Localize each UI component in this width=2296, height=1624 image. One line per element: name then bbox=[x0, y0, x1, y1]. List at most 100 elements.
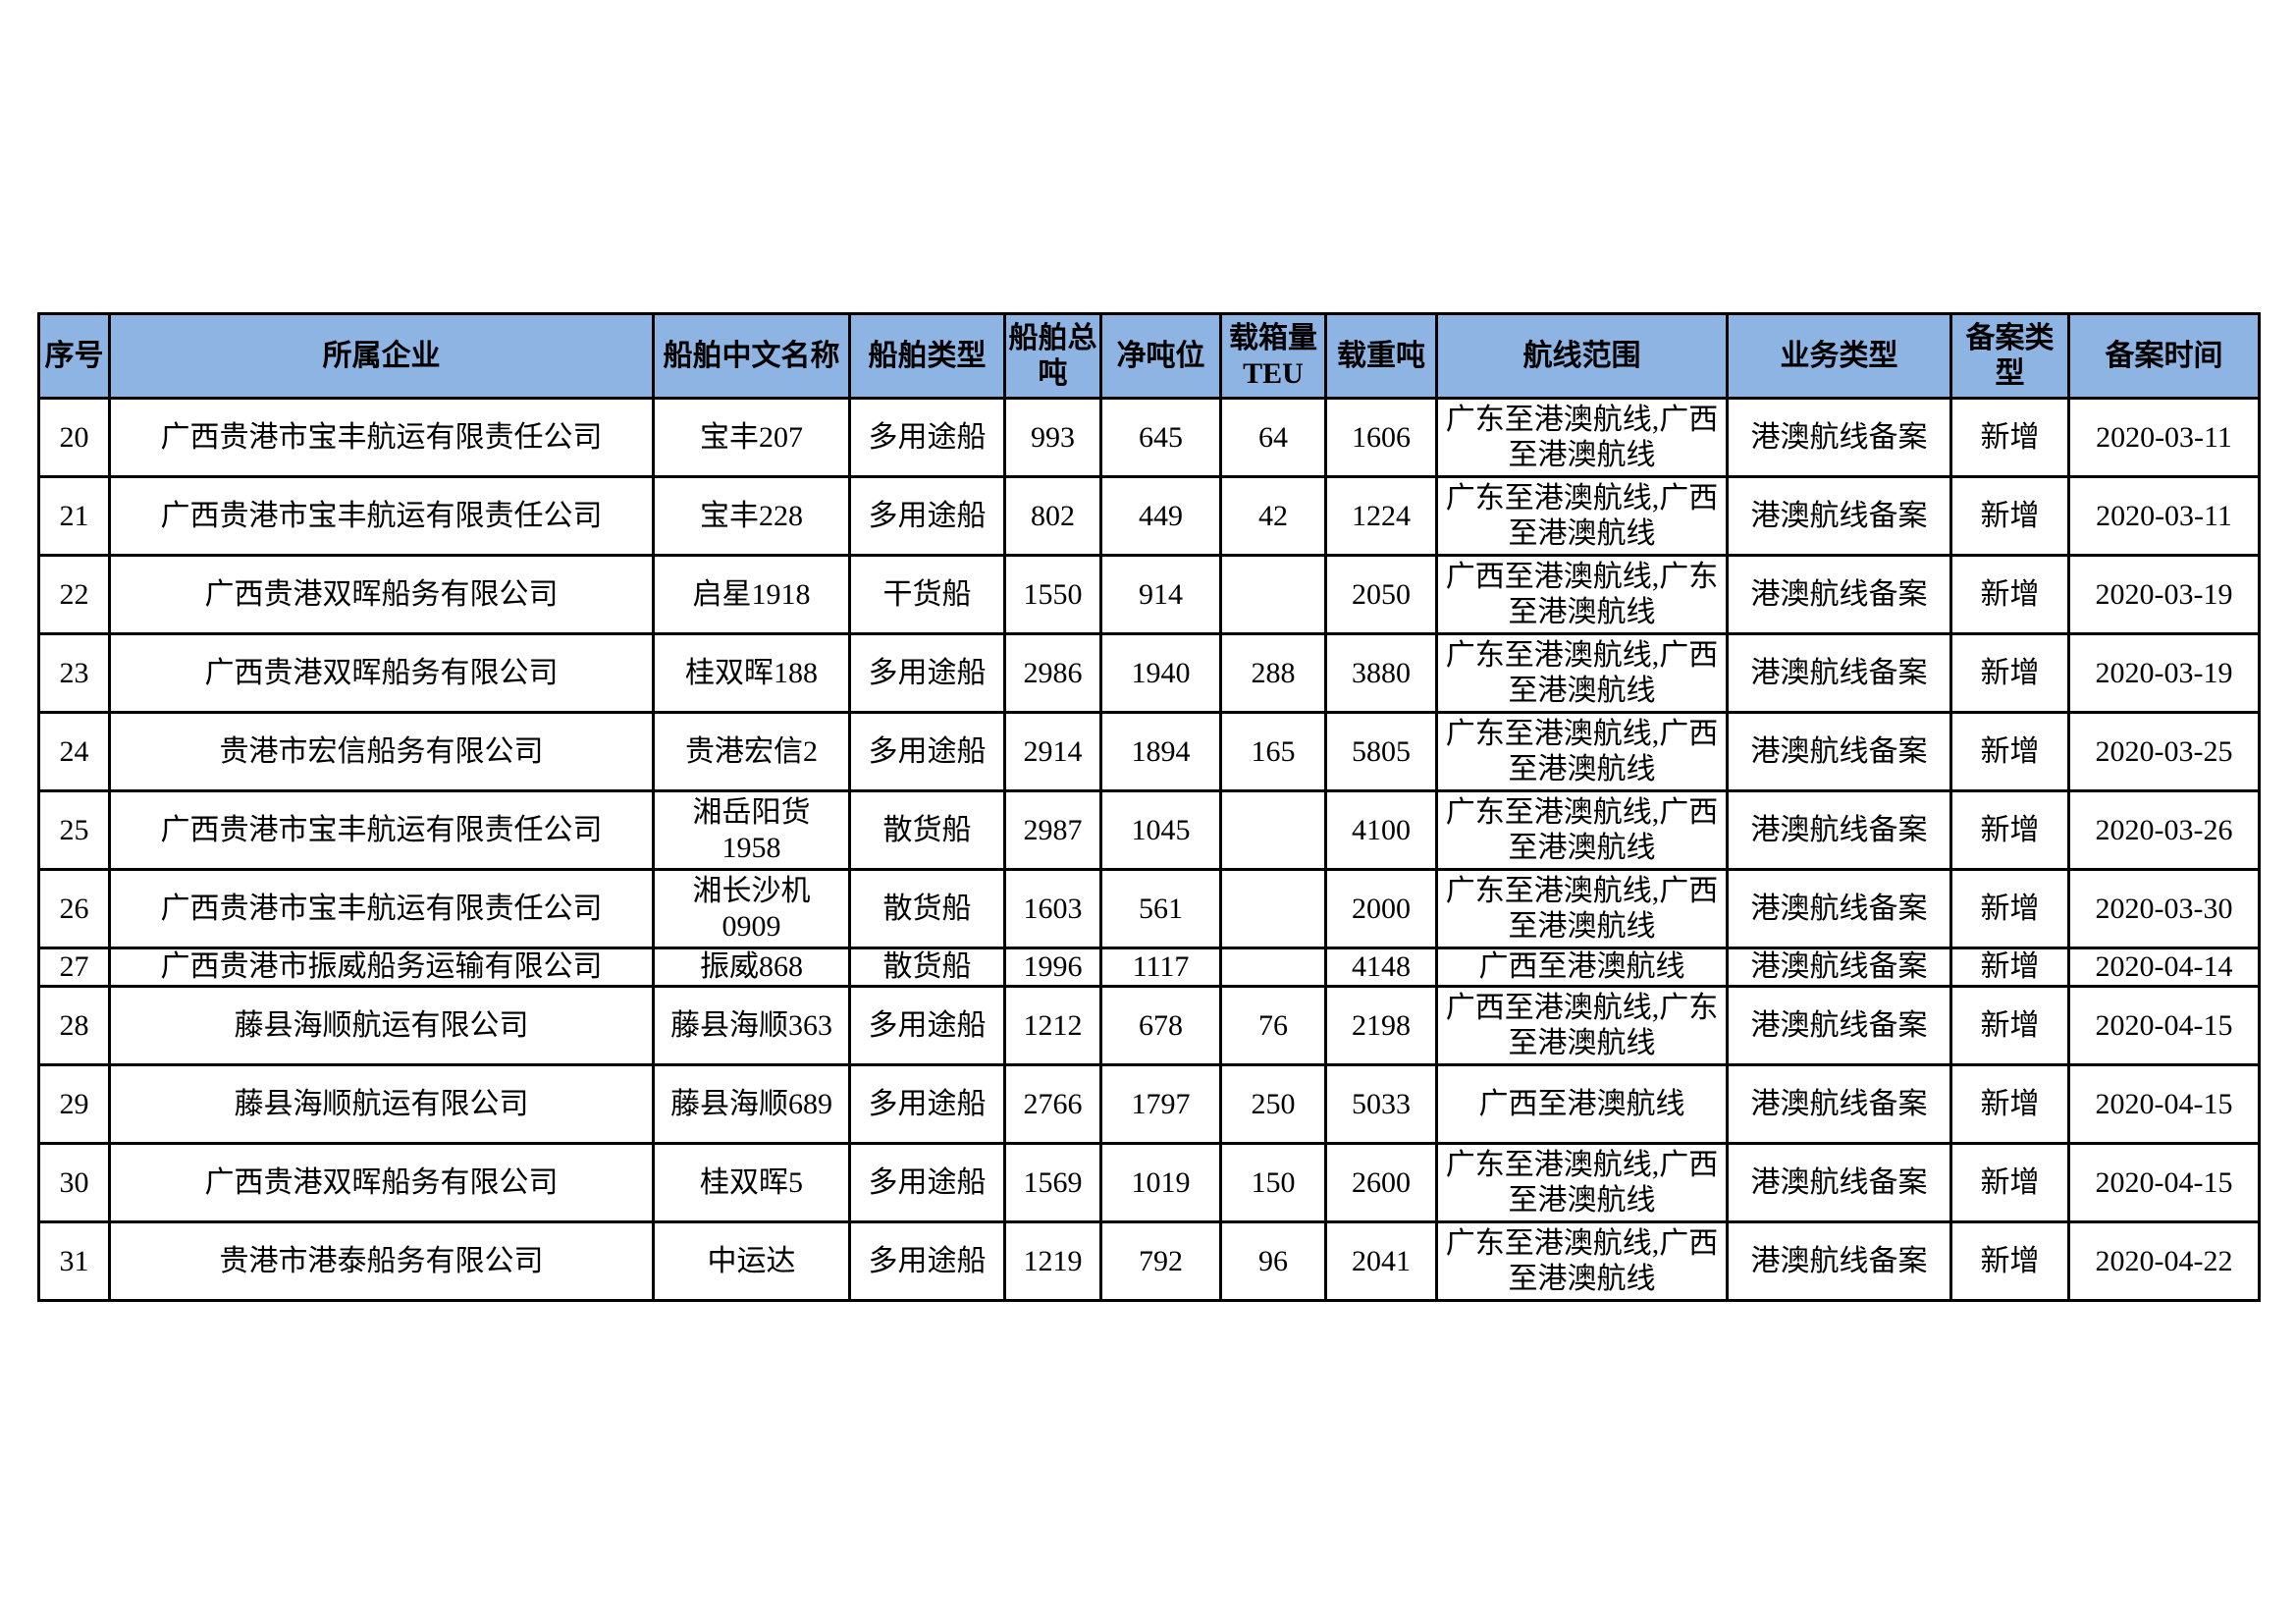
cell-ship_type: 散货船 bbox=[848, 947, 1006, 988]
cell-ship_type: 多用途船 bbox=[848, 632, 1006, 714]
cell-record_date: 2020-04-14 bbox=[2067, 947, 2261, 988]
cell-ship_name: 宝丰207 bbox=[652, 397, 851, 478]
cell-ship_name: 湘长沙机0909 bbox=[652, 868, 851, 949]
cell-record_date: 2020-03-11 bbox=[2067, 475, 2261, 557]
cell-route: 广东至港澳航线,广西至港澳航线 bbox=[1435, 475, 1729, 557]
cell-seq: 24 bbox=[37, 711, 111, 792]
cell-record_type: 新增 bbox=[1949, 868, 2070, 949]
cell-company: 广西贵港双晖船务有限公司 bbox=[108, 632, 655, 714]
cell-net_tonnage: 1797 bbox=[1099, 1063, 1222, 1145]
cell-ship_type: 多用途船 bbox=[848, 1063, 1006, 1145]
cell-deadweight: 5805 bbox=[1324, 711, 1438, 792]
cell-business_type: 港澳航线备案 bbox=[1726, 789, 1952, 871]
cell-teu: 64 bbox=[1219, 397, 1327, 478]
cell-net_tonnage: 1045 bbox=[1099, 789, 1222, 871]
cell-record_date: 2020-03-25 bbox=[2067, 711, 2261, 792]
table-row: 22 广西贵港双晖船务有限公司 启星1918 干货船 1550 914 2050 广西至港澳航… bbox=[37, 554, 2261, 635]
cell-seq: 25 bbox=[37, 789, 111, 871]
cell-route: 广东至港澳航线,广西至港澳航线 bbox=[1435, 1220, 1729, 1302]
table-row: 20 广西贵港市宝丰航运有限责任公司 宝丰207 多用途船 993 645 64 1606 广东… bbox=[37, 397, 2261, 478]
cell-business_type: 港澳航线备案 bbox=[1726, 397, 1952, 478]
cell-deadweight: 3880 bbox=[1324, 632, 1438, 714]
cell-record_type: 新增 bbox=[1949, 1220, 2070, 1302]
cell-gross_tonnage: 2766 bbox=[1003, 1063, 1102, 1145]
cell-record_type: 新增 bbox=[1949, 632, 2070, 714]
cell-ship_name: 藤县海顺363 bbox=[652, 985, 851, 1066]
cell-company: 广西贵港市宝丰航运有限责任公司 bbox=[108, 475, 655, 557]
cell-deadweight: 1224 bbox=[1324, 475, 1438, 557]
cell-ship_name: 桂双晖188 bbox=[652, 632, 851, 714]
cell-deadweight: 4148 bbox=[1324, 947, 1438, 988]
cell-record_date: 2020-03-11 bbox=[2067, 397, 2261, 478]
cell-ship_name: 贵港宏信2 bbox=[652, 711, 851, 792]
cell-net_tonnage: 1117 bbox=[1099, 947, 1222, 988]
cell-business_type: 港澳航线备案 bbox=[1726, 554, 1952, 635]
cell-business_type: 港澳航线备案 bbox=[1726, 475, 1952, 557]
cell-record_date: 2020-04-15 bbox=[2067, 985, 2261, 1066]
table-row: 24 贵港市宏信船务有限公司 贵港宏信2 多用途船 2914 1894 165 5805 广东至… bbox=[37, 711, 2261, 792]
header-row: 序号 所属企业 船舶中文名称 船舶类型 船舶总吨 净吨位 载箱量TEU 载重吨 航线范围 业务类型… bbox=[37, 312, 2261, 400]
cell-gross_tonnage: 2914 bbox=[1003, 711, 1102, 792]
cell-record_type: 新增 bbox=[1949, 947, 2070, 988]
column-header-record_date: 备案时间 bbox=[2067, 312, 2261, 400]
cell-company: 广西贵港双晖船务有限公司 bbox=[108, 1142, 655, 1223]
cell-ship_name: 中运达 bbox=[652, 1220, 851, 1302]
cell-route: 广东至港澳航线,广西至港澳航线 bbox=[1435, 868, 1729, 949]
cell-net_tonnage: 1894 bbox=[1099, 711, 1222, 792]
cell-gross_tonnage: 2986 bbox=[1003, 632, 1102, 714]
cell-seq: 28 bbox=[37, 985, 111, 1066]
cell-ship_name: 藤县海顺689 bbox=[652, 1063, 851, 1145]
cell-record_type: 新增 bbox=[1949, 554, 2070, 635]
column-header-record_type: 备案类型 bbox=[1949, 312, 2070, 400]
cell-teu: 76 bbox=[1219, 985, 1327, 1066]
column-header-gross_tonnage: 船舶总吨 bbox=[1003, 312, 1102, 400]
cell-net_tonnage: 1940 bbox=[1099, 632, 1222, 714]
column-header-teu: 载箱量TEU bbox=[1219, 312, 1327, 400]
cell-ship_type: 多用途船 bbox=[848, 475, 1006, 557]
cell-route: 广东至港澳航线,广西至港澳航线 bbox=[1435, 397, 1729, 478]
cell-gross_tonnage: 1212 bbox=[1003, 985, 1102, 1066]
cell-gross_tonnage: 1569 bbox=[1003, 1142, 1102, 1223]
column-header-deadweight: 载重吨 bbox=[1324, 312, 1438, 400]
cell-ship_type: 散货船 bbox=[848, 789, 1006, 871]
table-row: 27 广西贵港市振威船务运输有限公司 振威868 散货船 1996 1117 4148 广西至… bbox=[37, 947, 2261, 988]
cell-record_date: 2020-03-19 bbox=[2067, 554, 2261, 635]
table-row: 29 藤县海顺航运有限公司 藤县海顺689 多用途船 2766 1797 250 5033 广西… bbox=[37, 1063, 2261, 1145]
cell-gross_tonnage: 993 bbox=[1003, 397, 1102, 478]
cell-seq: 31 bbox=[37, 1220, 111, 1302]
table-row: 31 贵港市港泰船务有限公司 中运达 多用途船 1219 792 96 2041 广东至港澳航线… bbox=[37, 1220, 2261, 1302]
cell-teu: 96 bbox=[1219, 1220, 1327, 1302]
cell-deadweight: 4100 bbox=[1324, 789, 1438, 871]
cell-ship_type: 多用途船 bbox=[848, 397, 1006, 478]
cell-net_tonnage: 561 bbox=[1099, 868, 1222, 949]
cell-company: 广西贵港市宝丰航运有限责任公司 bbox=[108, 397, 655, 478]
column-header-seq: 序号 bbox=[37, 312, 111, 400]
cell-route: 广东至港澳航线,广西至港澳航线 bbox=[1435, 711, 1729, 792]
cell-gross_tonnage: 802 bbox=[1003, 475, 1102, 557]
cell-business_type: 港澳航线备案 bbox=[1726, 947, 1952, 988]
column-header-company: 所属企业 bbox=[108, 312, 655, 400]
cell-record_type: 新增 bbox=[1949, 1142, 2070, 1223]
cell-business_type: 港澳航线备案 bbox=[1726, 632, 1952, 714]
cell-ship_name: 振威868 bbox=[652, 947, 851, 988]
cell-record_date: 2020-04-22 bbox=[2067, 1220, 2261, 1302]
table-row: 25 广西贵港市宝丰航运有限责任公司 湘岳阳货1958 散货船 2987 1045 4100… bbox=[37, 789, 2261, 871]
cell-seq: 27 bbox=[37, 947, 111, 988]
cell-route: 广西至港澳航线 bbox=[1435, 947, 1729, 988]
cell-ship_type: 多用途船 bbox=[848, 985, 1006, 1066]
cell-deadweight: 2000 bbox=[1324, 868, 1438, 949]
cell-gross_tonnage: 2987 bbox=[1003, 789, 1102, 871]
cell-deadweight: 2198 bbox=[1324, 985, 1438, 1066]
cell-deadweight: 2050 bbox=[1324, 554, 1438, 635]
cell-net_tonnage: 645 bbox=[1099, 397, 1222, 478]
cell-teu: 150 bbox=[1219, 1142, 1327, 1223]
cell-record_date: 2020-03-30 bbox=[2067, 868, 2261, 949]
cell-net_tonnage: 1019 bbox=[1099, 1142, 1222, 1223]
cell-business_type: 港澳航线备案 bbox=[1726, 711, 1952, 792]
cell-record_date: 2020-04-15 bbox=[2067, 1063, 2261, 1145]
cell-record_date: 2020-03-19 bbox=[2067, 632, 2261, 714]
cell-teu: 250 bbox=[1219, 1063, 1327, 1145]
cell-gross_tonnage: 1603 bbox=[1003, 868, 1102, 949]
cell-ship_name: 湘岳阳货1958 bbox=[652, 789, 851, 871]
